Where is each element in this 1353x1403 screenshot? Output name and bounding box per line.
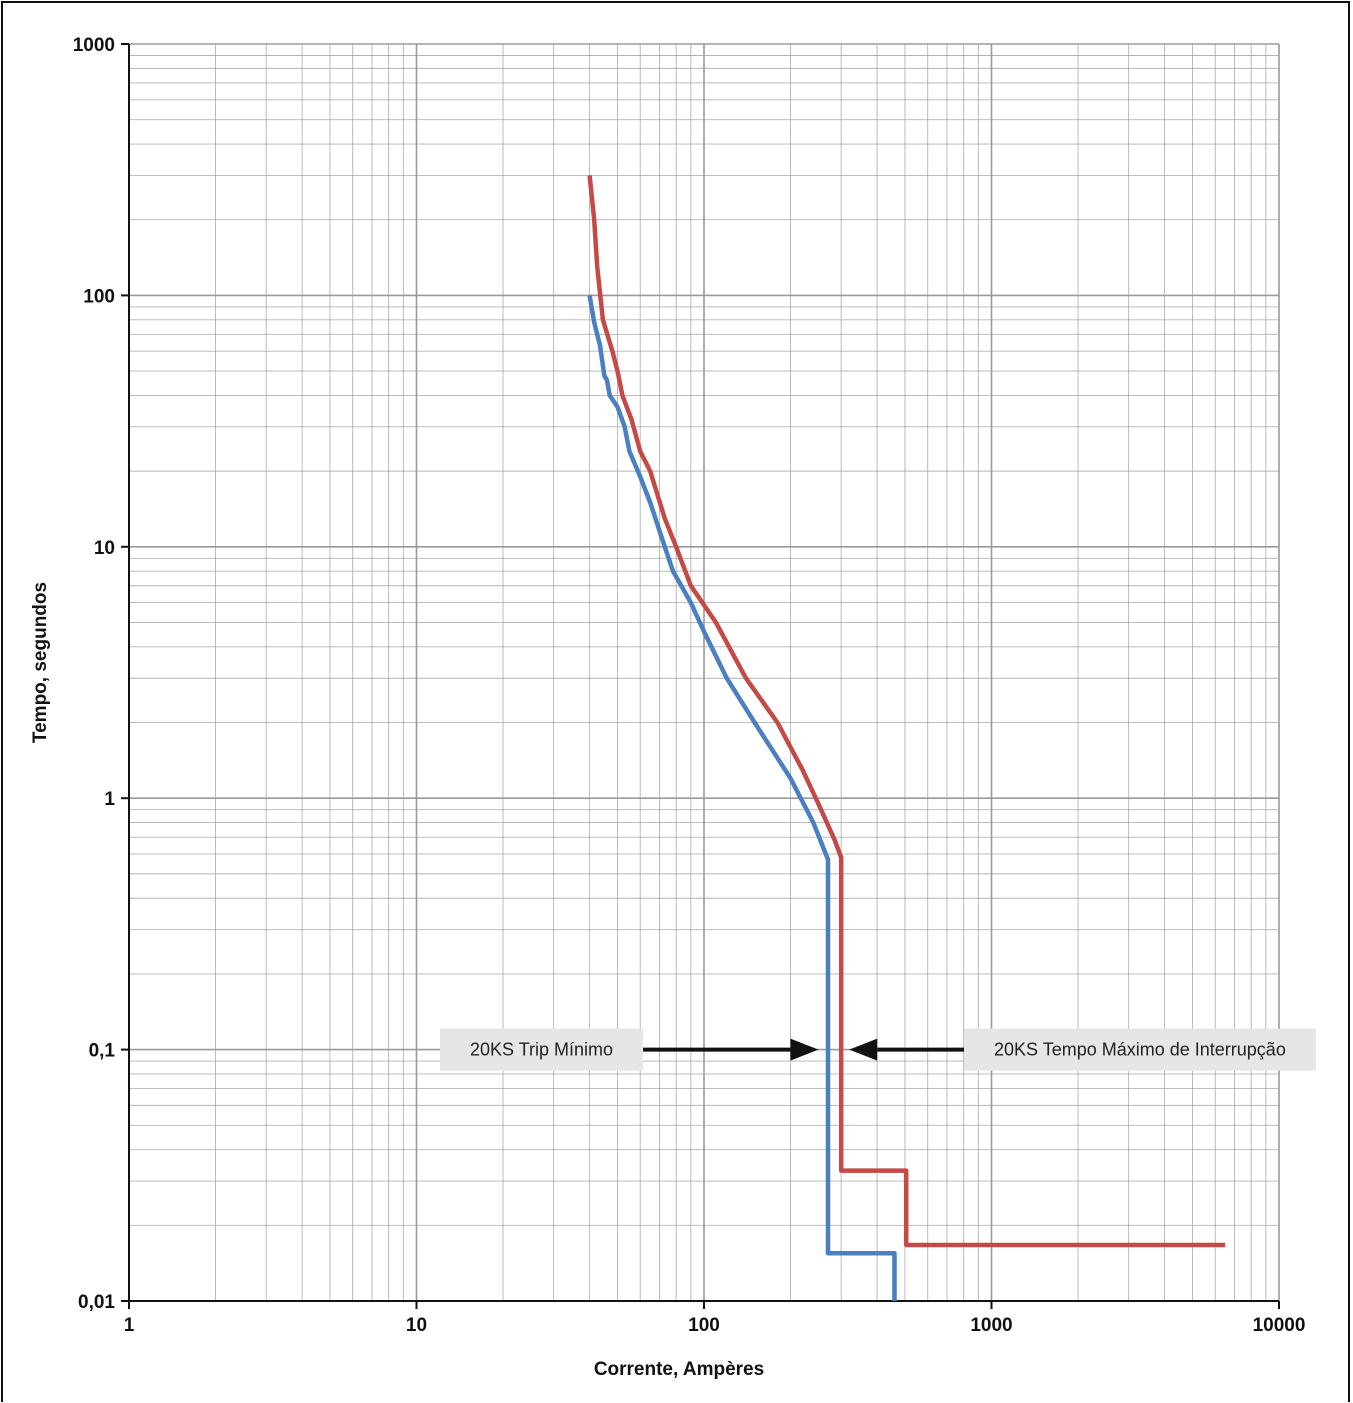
annotation-box-2 (964, 1028, 1316, 1071)
annotation-label-1: 20KS Trip Mínimo (470, 1040, 613, 1060)
series-layer (587, 175, 1226, 1301)
y-tick-label: 100 (83, 286, 115, 307)
series-line-2 (587, 295, 897, 1301)
y-tick-label: 0,01 (78, 1292, 115, 1313)
annotations: 20KS Trip Mínimo 20KS Tempo Máximo de Int… (440, 1028, 1316, 1071)
annotation-box-1 (440, 1028, 644, 1071)
x-tick-label: 1000 (970, 1315, 1012, 1336)
x-tick-labels: 1 10 100 1000 10000 (124, 1315, 1306, 1336)
grid-major (121, 43, 1280, 1309)
annotation-arrow-head-2 (849, 1038, 878, 1061)
x-tick-label: 10000 (1253, 1315, 1306, 1336)
grid-minor (129, 44, 1279, 1301)
x-axis-title: Corrente, Ampères (594, 1359, 764, 1380)
y-tick-label: 1000 (73, 35, 115, 56)
series-line-1 (587, 175, 1226, 1248)
y-tick-label: 0,1 (89, 1041, 116, 1062)
annotation-arrow-head-1 (790, 1038, 819, 1061)
annotation-label-2: 20KS Tempo Máximo de Interrupção (994, 1040, 1286, 1060)
y-tick-label: 1 (104, 789, 115, 810)
x-tick-label: 100 (688, 1315, 720, 1336)
y-tick-labels: 1000 100 10 1 0,1 0,01 (73, 35, 116, 1313)
y-tick-label: 10 (94, 538, 115, 559)
x-tick-label: 1 (124, 1315, 135, 1336)
x-tick-label: 10 (406, 1315, 427, 1336)
y-axis-title: Tempo, segundos (30, 582, 51, 743)
